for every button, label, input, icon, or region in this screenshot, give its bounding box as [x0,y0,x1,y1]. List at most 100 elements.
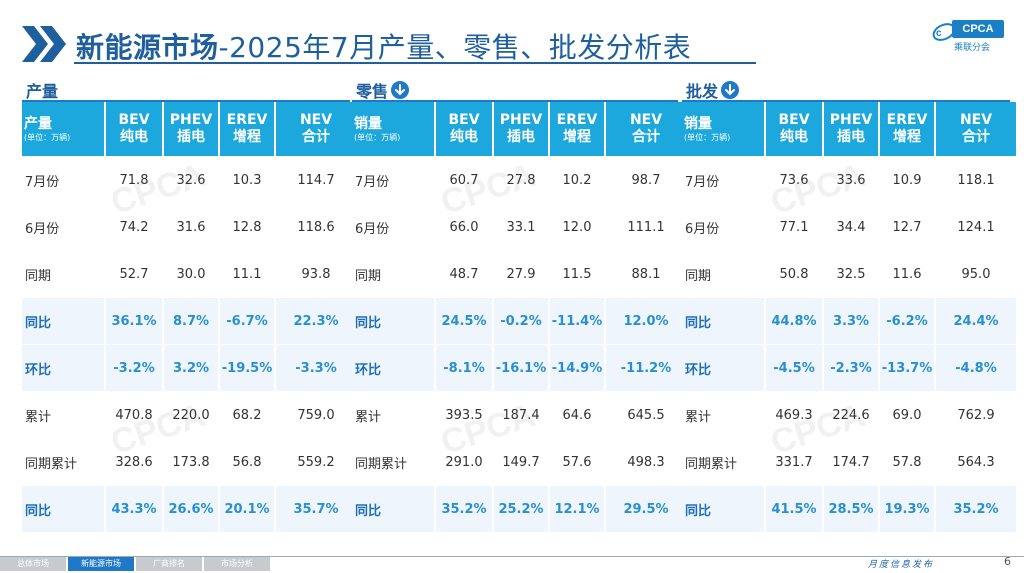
table-cell: 44.8% [766,297,822,344]
table-cell: 118.6 [276,203,356,250]
table-cell: 498.3 [606,438,686,485]
header-cell-nev: NEV 合计 [936,102,1016,156]
logo-text: CPCA [952,20,1004,38]
table-cell: 35.7% [276,485,356,532]
table-cell: -8.1% [436,344,492,391]
title-rest: -2025年7月产量、零售、批发分析表 [218,31,692,64]
header-label: 产量 [24,115,52,132]
row-label: 同期 [22,250,104,297]
table-cell: 73.6 [766,156,822,203]
header-line2: 插电 [177,129,205,145]
table-row: 同比 36.1% 8.7% -6.7% 22.3% [22,297,356,344]
row-label: 累计 [22,391,104,438]
header-line2: 增程 [233,129,261,145]
table-row: 累计 393.5 187.4 64.6 645.5 [352,391,686,438]
table-cell: -13.7% [880,344,934,391]
table-header-row: 销量 (单位：万辆) BEV 纯电 PHEV 插电 EREV 增程 NEV 合计 [682,102,1016,156]
header-cell-metric: 产量 (单位：万辆) [22,102,104,156]
header-line2: 增程 [893,129,921,145]
table-row: 环比 -3.2% 3.2% -19.5% -3.3% [22,344,356,391]
header-line1: BEV [448,112,480,128]
row-label: 环比 [22,344,104,391]
table-row: 累计 470.8 220.0 68.2 759.0 [22,391,356,438]
table-cell: 74.2 [106,203,162,250]
header-cell-erev: EREV 增程 [220,102,274,156]
table-cell: 57.6 [550,438,604,485]
table-cell: 173.8 [164,438,218,485]
table-cell: 331.7 [766,438,822,485]
table-cell: 32.6 [164,156,218,203]
table-row: 同期 50.8 32.5 11.6 95.0 [682,250,1016,297]
header-cell-phev: PHEV 插电 [494,102,548,156]
arrow-down-circle-icon [391,81,410,99]
table-cell: 77.1 [766,203,822,250]
table-cell: 26.6% [164,485,218,532]
header-line1: BEV [778,112,810,128]
retail-table: 销量 (单位：万辆) BEV 纯电 PHEV 插电 EREV 增程 NEV 合计 7月份 60.7 27… [350,102,688,532]
header-cell-bev: BEV 纯电 [436,102,492,156]
row-label: 累计 [352,391,434,438]
table-cell: -4.5% [766,344,822,391]
table-cell: 35.2% [936,485,1016,532]
table-cell: 328.6 [106,438,162,485]
header-line1: NEV [299,112,333,128]
row-label: 同比 [22,485,104,532]
table-cell: 174.7 [824,438,878,485]
table-cell: 291.0 [436,438,492,485]
table-cell: 12.8 [220,203,274,250]
table-row: 6月份 66.0 33.1 12.0 111.1 [352,203,686,250]
double-chevron-icon [22,26,66,62]
table-cell: 224.6 [824,391,878,438]
table-cell: 759.0 [276,391,356,438]
page-title: 新能源市场-2025年7月产量、零售、批发分析表 [76,26,691,66]
table-cell: 10.3 [220,156,274,203]
header-line1: NEV [959,112,993,128]
table-cell: 220.0 [164,391,218,438]
row-label: 6月份 [352,203,434,250]
table-row: 同比 44.8% 3.3% -6.2% 24.4% [682,297,1016,344]
header-line2: 纯电 [120,129,148,145]
section-underline [22,100,350,102]
table-cell: 93.8 [276,250,356,297]
table-cell: 34.4 [824,203,878,250]
footer-nav-2[interactable]: 厂商排名 [136,557,202,571]
table-cell: 12.0% [606,297,686,344]
header-cell-nev: NEV 合计 [276,102,356,156]
table-cell: 124.1 [936,203,1016,250]
footer-nav-0[interactable]: 总体市场 [0,557,66,571]
table-cell: 32.5 [824,250,878,297]
table-cell: 56.8 [220,438,274,485]
table-cell: 64.6 [550,391,604,438]
table-cell: 10.9 [880,156,934,203]
table-row: 环比 -8.1% -16.1% -14.9% -11.2% [352,344,686,391]
production-table: 产量 (单位：万辆) BEV 纯电 PHEV 插电 EREV 增程 NEV 合计 7月份 71.8 32… [20,102,358,532]
table-row: 环比 -4.5% -2.3% -13.7% -4.8% [682,344,1016,391]
table-cell: 24.4% [936,297,1016,344]
table-row: 同比 43.3% 26.6% 20.1% 35.7% [22,485,356,532]
row-label: 同期累计 [682,438,764,485]
table-cell: 29.5% [606,485,686,532]
table-cell: 469.3 [766,391,822,438]
header-line1: PHEV [499,112,543,128]
header-line1: EREV [556,112,598,128]
table-cell: 8.7% [164,297,218,344]
row-label: 6月份 [682,203,764,250]
section-label-production: 产量 [26,78,58,102]
table-cell: -11.2% [606,344,686,391]
page-header: 新能源市场-2025年7月产量、零售、批发分析表 c CPCA 乘联分会 [0,0,1024,70]
header-unit: (单位：万辆) [24,132,71,142]
page-number: 6 [1004,555,1011,568]
table-cell: 564.3 [936,438,1016,485]
table-cell: -6.2% [880,297,934,344]
table-cell: -19.5% [220,344,274,391]
section-underline [352,100,678,102]
header-line1: EREV [226,112,268,128]
footer-nav-1[interactable]: 新能源市场 [68,557,134,571]
row-label: 同比 [682,485,764,532]
table-cell: 43.3% [106,485,162,532]
row-label: 同期累计 [352,438,434,485]
row-label: 同期累计 [22,438,104,485]
table-cell: 28.5% [824,485,878,532]
footer-nav-3[interactable]: 市场分析 [204,557,270,571]
row-label: 同比 [22,297,104,344]
